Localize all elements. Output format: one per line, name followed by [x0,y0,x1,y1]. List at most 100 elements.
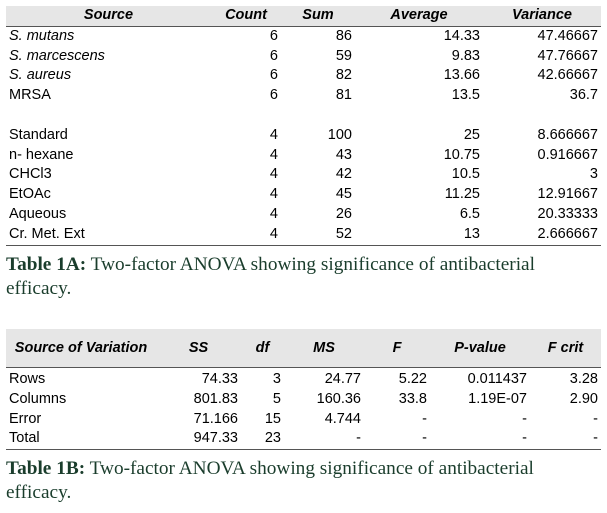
cell-average: 10.75 [443,146,480,163]
header-ms: MS [284,329,364,368]
cell-df: 3 [272,371,281,387]
cell-source: Columns [9,390,67,407]
cell-variance: 47.76667 [537,47,598,64]
caption-label: Table 1A: [6,254,87,275]
cell-source: S. aureus [9,67,72,84]
table-row: Total 947.33 23 - - - - [6,429,601,451]
header-f: F [364,329,430,368]
cell-sum: 100 [327,126,352,143]
cell-ss: 947.33 [156,429,241,451]
cell-source: Aqueous [9,205,67,222]
caption-label: Table 1B: [6,458,86,479]
cell-count: 4 [269,146,278,163]
cell-variance: 42.66667 [537,67,598,84]
cell-variance: 36.7 [569,87,598,104]
cell-df: 15 [264,410,281,427]
cell-count: 6 [269,27,278,44]
table-1a-caption: Table 1A: Two-factor ANOVA showing signi… [6,253,604,301]
header-average: Average [355,6,483,27]
header-source-of-variation: Source of Variation [6,329,156,368]
cell-df: 5 [272,390,281,407]
table-row: S. aureus 6 82 13.66 42.66667 [6,66,601,86]
header-df: df [241,329,284,368]
header-p-value: P-value [430,329,530,368]
cell-source: Rows [9,371,46,387]
table-header-row: Source of Variation SS df MS F P-value F… [6,329,601,368]
cell-f-crit: 3.28 [569,371,598,387]
cell-source: Standard [9,126,68,143]
cell-variance: 3 [589,166,598,183]
table-1b-caption: Table 1B: Two-factor ANOVA showing signi… [6,457,604,505]
anova-results-table: Source of Variation SS df MS F P-value F… [6,329,601,451]
cell-average: 14.33 [443,27,480,44]
cell-variance: 0.916667 [537,146,598,163]
header-sum: Sum [281,6,355,27]
cell-source: S. marcescens [9,47,105,64]
cell-ss: 71.166 [193,410,238,427]
cell-count: 6 [269,67,278,84]
cell-sum: 86 [335,27,352,44]
table-row: EtOAc 4 45 11.25 12.91667 [6,185,601,205]
cell-source: n- hexane [9,146,74,163]
anova-summary-table: Source Count Sum Average Variance S. mut… [6,6,601,246]
cell-ss: 74.33 [201,371,238,387]
table-row: Columns 801.83 5 160.36 33.8 1.19E-07 2.… [6,390,601,410]
table-header-row: Source Count Sum Average Variance [6,6,601,27]
cell-sum: 43 [335,146,352,163]
cell-source: Cr. Met. Ext [6,224,211,246]
cell-f: - [422,410,427,427]
cell-sum: 42 [335,166,352,183]
header-source: Source [6,6,211,27]
caption-text: Two-factor ANOVA showing significance of… [6,458,534,503]
cell-p-value: - [430,429,530,451]
table-row: Error 71.166 15 4.744 - - - [6,410,601,430]
table-row: S. mutans 6 86 14.33 47.46667 [6,26,601,46]
cell-average: 13.66 [443,67,480,84]
cell-average: 10.5 [451,166,480,183]
cell-average: 11.25 [444,186,480,203]
cell-p-value: 1.19E-07 [468,390,527,407]
cell-f-crit: - [530,429,601,451]
cell-f-crit: 2.90 [569,390,598,407]
cell-sum: 26 [335,205,352,222]
header-count: Count [211,6,281,27]
table-row: Standard 4 100 25 8.666667 [6,126,601,146]
cell-variance: 8.666667 [537,126,598,143]
cell-count: 4 [269,166,278,183]
cell-source: MRSA [9,87,51,104]
cell-sum: 52 [281,224,355,246]
header-variance: Variance [483,6,601,27]
table-row: Aqueous 4 26 6.5 20.33333 [6,205,601,225]
cell-ms: - [284,429,364,451]
cell-average: 13.5 [451,87,480,104]
cell-p-value: - [522,410,527,427]
cell-average: 13 [355,224,483,246]
table-row: MRSA 6 81 13.5 36.7 [6,86,601,106]
header-f-crit: F crit [530,329,601,368]
caption-text: Two-factor ANOVA showing significance of… [6,254,535,299]
cell-f: - [364,429,430,451]
cell-p-value: 0.011437 [467,371,527,387]
cell-ms: 24.77 [324,371,361,387]
cell-average: 25 [463,126,480,143]
cell-count: 4 [211,224,281,246]
cell-count: 4 [269,205,278,222]
cell-f-crit: - [593,410,598,427]
cell-count: 4 [269,126,278,143]
cell-average: 6.5 [459,205,480,222]
cell-sum: 81 [335,87,352,104]
cell-variance: 2.666667 [483,224,601,246]
cell-count: 6 [269,47,278,64]
table-row: n- hexane 4 43 10.75 0.916667 [6,146,601,166]
table-row: S. marcescens 6 59 9.83 47.76667 [6,47,601,67]
cell-source: S. mutans [9,27,75,44]
cell-source: EtOAc [9,186,51,203]
table-row: Cr. Met. Ext 4 52 13 2.666667 [6,224,601,246]
cell-df: 23 [241,429,284,451]
cell-count: 6 [269,87,278,104]
cell-sum: 59 [335,47,352,64]
table-spacer-row [6,106,601,126]
cell-variance: 20.33333 [537,205,598,222]
cell-f: 33.8 [398,390,427,407]
